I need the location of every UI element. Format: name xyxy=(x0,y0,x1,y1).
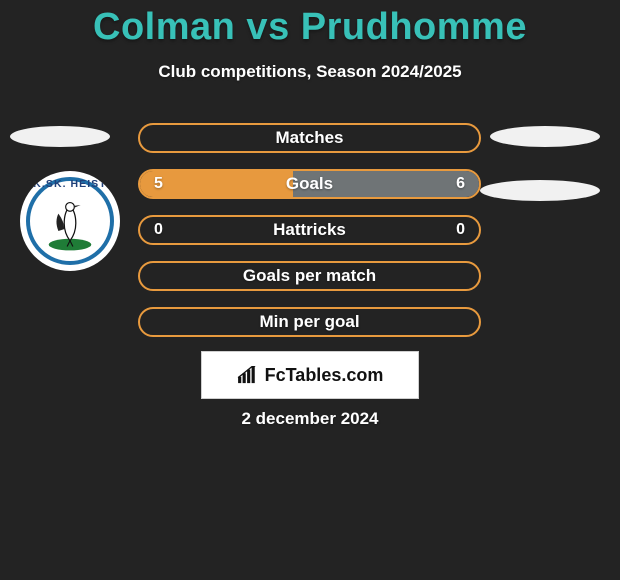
bars-icon xyxy=(237,366,259,384)
left-player-ellipse xyxy=(10,126,110,147)
right-player-ellipse-top xyxy=(490,126,600,147)
date-text: 2 december 2024 xyxy=(0,409,620,429)
club-crest: K.SK. HEIST xyxy=(20,171,120,271)
stat-row-goals: 5 Goals 6 xyxy=(138,169,481,199)
page-title: Colman vs Prudhomme xyxy=(0,6,620,49)
stat-row-goals-per-match: Goals per match xyxy=(138,261,481,291)
stat-row-min-per-goal: Min per goal xyxy=(138,307,481,337)
stat-value-right: 6 xyxy=(456,175,465,193)
crest-text: K.SK. HEIST xyxy=(20,179,120,190)
page-root: Colman vs Prudhomme Club competitions, S… xyxy=(0,0,620,580)
stat-label: Matches xyxy=(140,128,479,148)
stat-label: Hattricks xyxy=(140,220,479,240)
stat-value-right: 0 xyxy=(456,221,465,239)
stat-row-matches: Matches xyxy=(138,123,481,153)
crest-bird-icon xyxy=(41,194,99,252)
stat-label: Goals per match xyxy=(140,266,479,286)
page-subtitle: Club competitions, Season 2024/2025 xyxy=(0,62,620,82)
footer-badge[interactable]: FcTables.com xyxy=(201,351,419,399)
footer-brand-text: FcTables.com xyxy=(265,365,384,386)
stat-row-hattricks: 0 Hattricks 0 xyxy=(138,215,481,245)
stat-rows: Matches 5 Goals 6 0 Hattricks 0 Goals pe… xyxy=(138,123,481,353)
stat-label: Min per goal xyxy=(140,312,479,332)
stat-label: Goals xyxy=(140,174,479,194)
right-player-ellipse-bottom xyxy=(480,180,600,201)
